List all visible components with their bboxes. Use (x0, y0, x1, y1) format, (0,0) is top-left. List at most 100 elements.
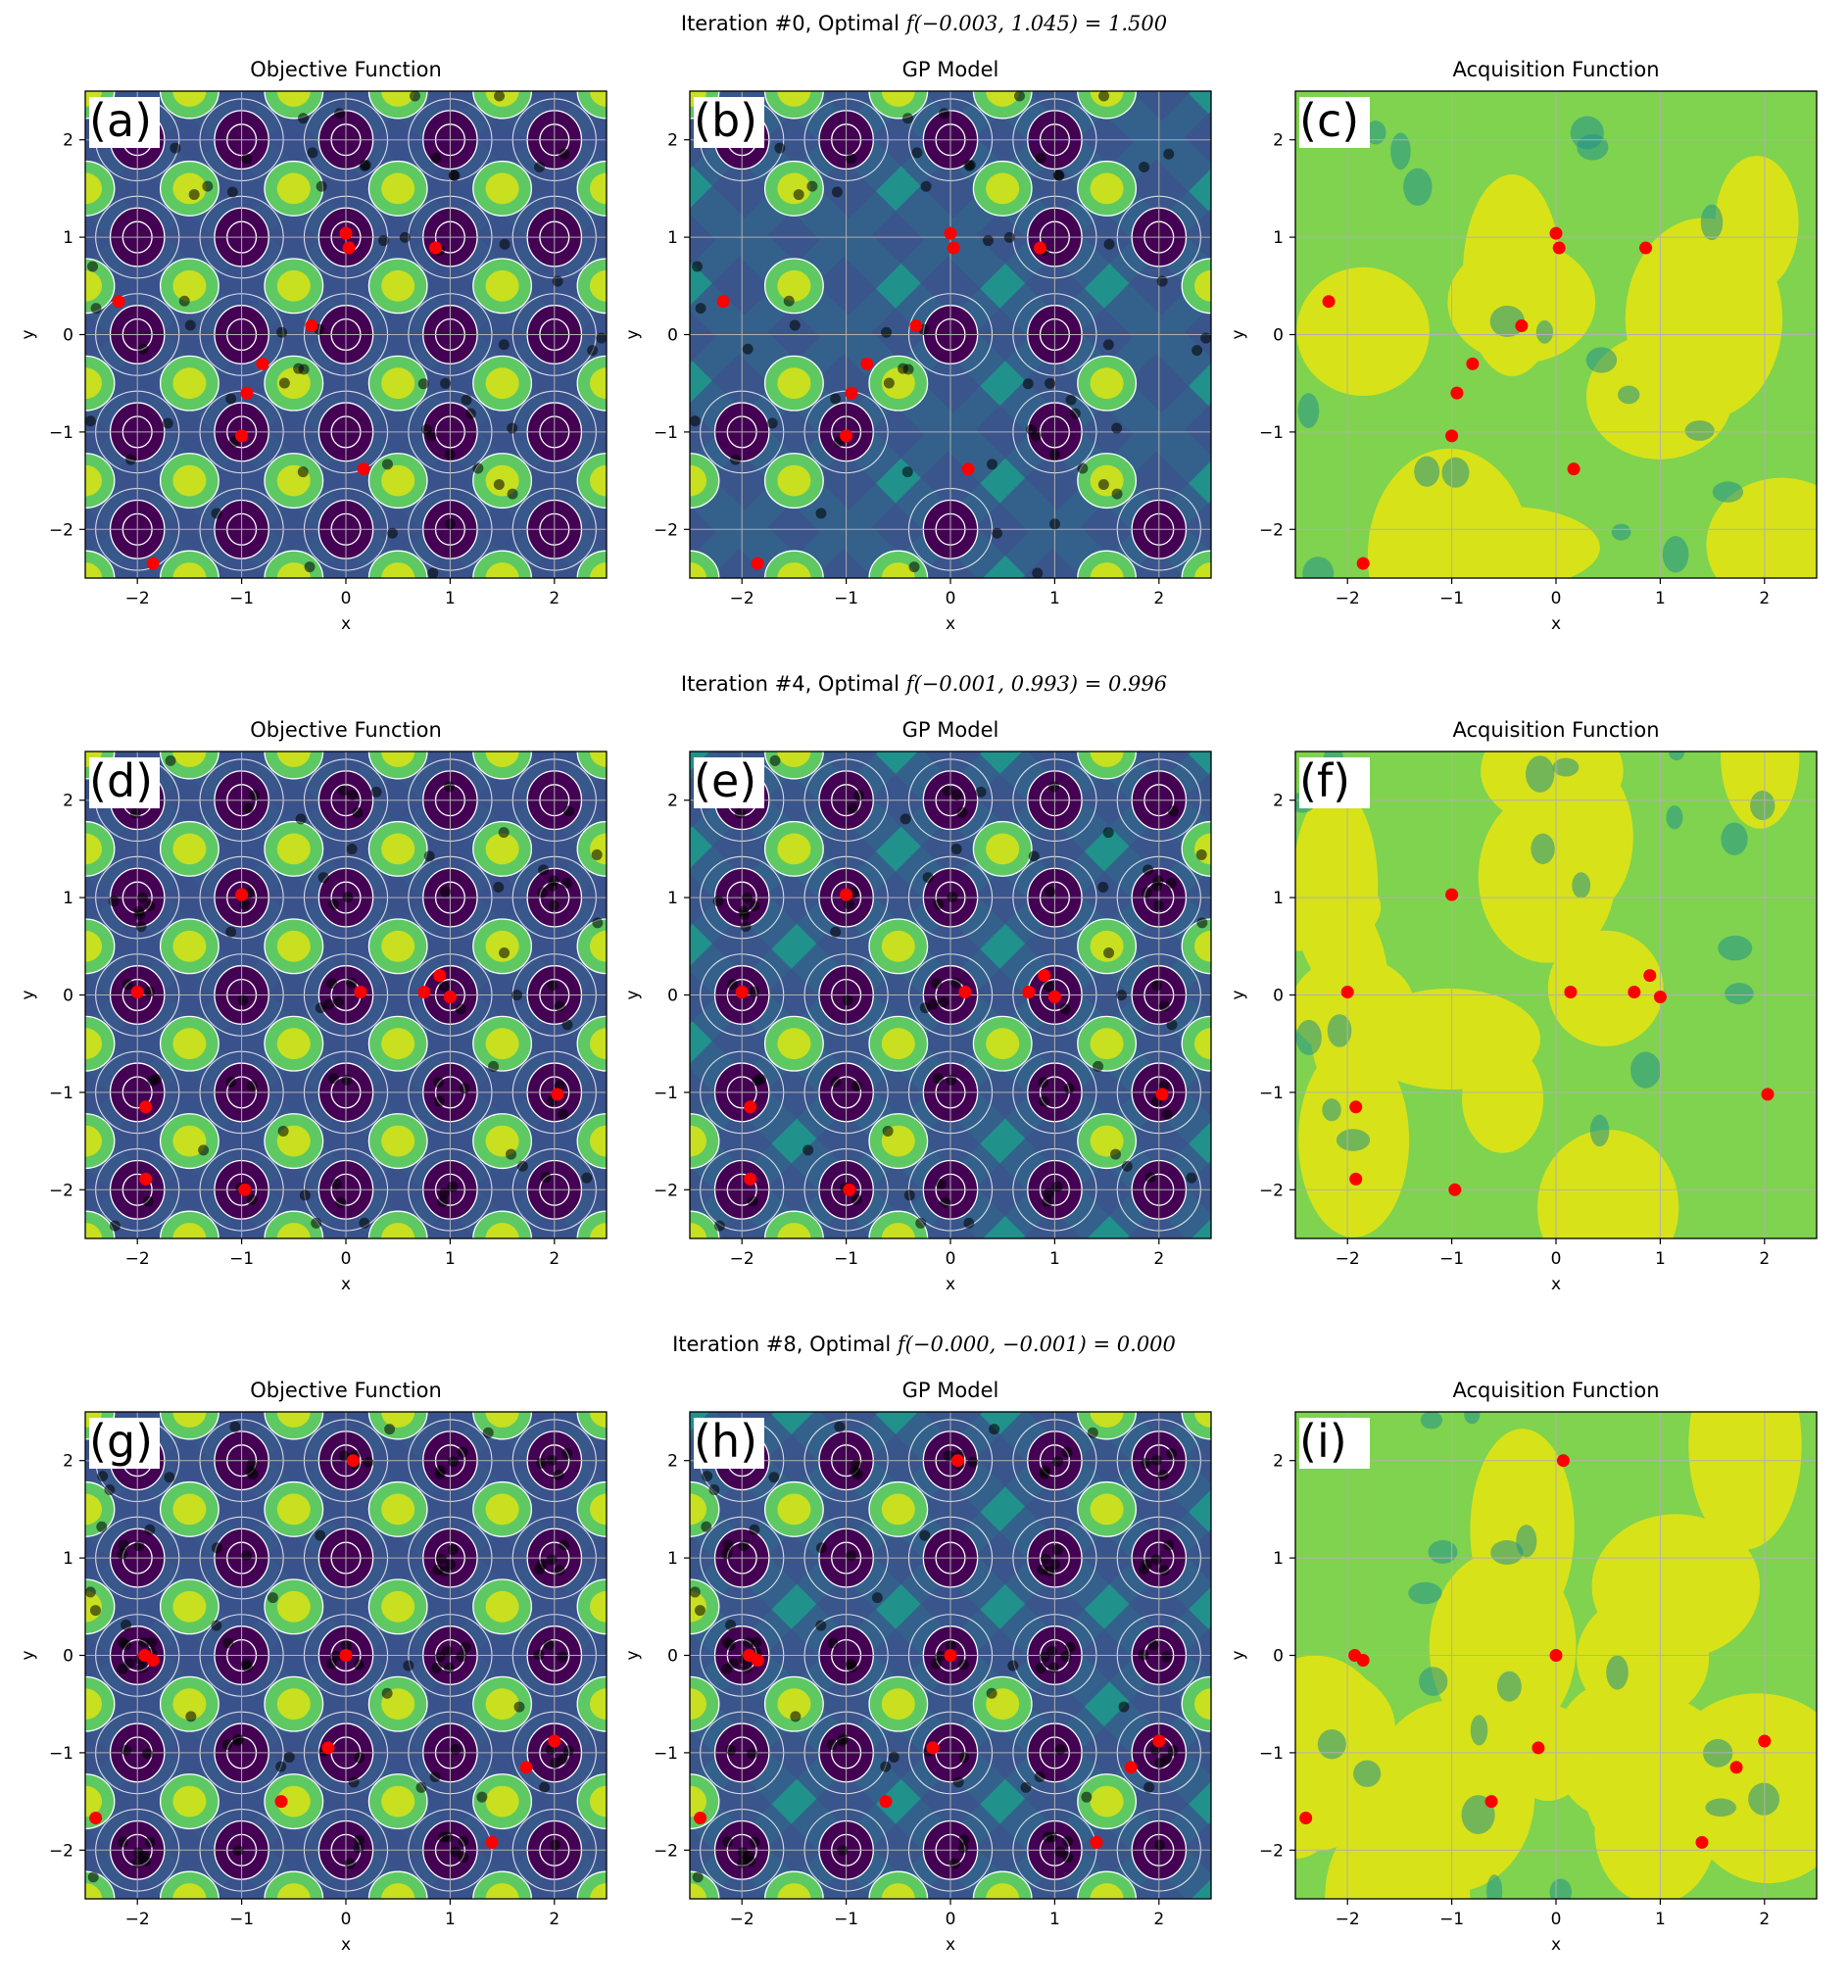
sample-point (144, 986, 156, 997)
sample-point (144, 1524, 156, 1535)
iteration-title-prefix: Iteration #0, Optimal (680, 12, 906, 35)
contour-peak-core (1193, 562, 1211, 578)
contour-line (264, 752, 324, 780)
panel-letter-box (1299, 97, 1370, 148)
sample-point (221, 1739, 233, 1751)
x-tick-label: −1 (1439, 1249, 1464, 1269)
sample-point (560, 877, 572, 889)
sample-point (837, 1845, 849, 1857)
sample-point (741, 1662, 753, 1673)
sample-point (1152, 875, 1164, 887)
contour-peak-core (589, 930, 607, 962)
acq-low-spot (1419, 1667, 1448, 1696)
batch-point (1124, 1761, 1138, 1774)
batch-point (1549, 226, 1563, 240)
contour-peak-core (777, 833, 811, 865)
contour-peak-core (1090, 1883, 1124, 1899)
contour-line (264, 1773, 324, 1830)
y-axis-label: y (19, 990, 38, 999)
y-tick-label: 1 (63, 228, 73, 248)
contour-line (159, 1412, 219, 1440)
contour-line (576, 1113, 607, 1170)
sample-point (789, 319, 801, 331)
batch-point (443, 990, 457, 1003)
contour-peak-core (1090, 1493, 1124, 1526)
sample-point (241, 1549, 253, 1561)
y-tick-label: −2 (1259, 1841, 1284, 1861)
plot-area: −2 −2 −1 −1 0 0 1 1 2 2 x y (e) (623, 751, 1212, 1294)
contour-peak-core (381, 1493, 415, 1526)
contour-peak-core (85, 269, 103, 302)
sample-point (232, 1845, 244, 1857)
contour-line (264, 1015, 324, 1072)
sample-point (943, 1450, 954, 1462)
sample-point (96, 1521, 108, 1532)
sample-point (283, 1751, 295, 1763)
contour-line (576, 1578, 607, 1635)
sample-point (552, 275, 563, 287)
sample-point (1158, 1565, 1170, 1576)
sample-point (498, 339, 510, 351)
contour-line (159, 453, 219, 509)
contour-peak-core (276, 1493, 311, 1526)
contour-peak-core (1090, 752, 1124, 767)
sample-point (1064, 1641, 1076, 1653)
x-axis-label: x (341, 1275, 351, 1294)
sample-point (783, 295, 795, 307)
contour-line (576, 1675, 607, 1732)
sample-point (140, 1855, 152, 1867)
sample-point (344, 1858, 356, 1869)
batch-point (146, 557, 160, 570)
sample-point (476, 1791, 488, 1803)
sample-point (450, 1744, 462, 1756)
sample-point (562, 1745, 574, 1757)
x-tick-label: 0 (341, 589, 352, 608)
contour-line (85, 1113, 116, 1170)
batch-point (1515, 319, 1529, 333)
sample-point (1060, 1651, 1072, 1663)
sample-point (1191, 345, 1203, 357)
sample-point (433, 1095, 445, 1107)
contour-peak-core (485, 172, 519, 205)
contour-line (868, 550, 929, 578)
sample-point (543, 1639, 555, 1651)
contour-line (868, 355, 929, 412)
sample-point (831, 186, 843, 198)
x-tick-label: 1 (1655, 1910, 1666, 1929)
panel-letter-box (1299, 1418, 1370, 1469)
contour-peak-core (881, 1223, 915, 1238)
contour-peak-core (172, 172, 207, 205)
contour-line (264, 355, 324, 412)
sample-point (347, 789, 359, 800)
panel-letter-box (89, 757, 160, 808)
sample-point (516, 1160, 528, 1172)
contour-peak-core (276, 1883, 311, 1899)
plot-area: −2 −2 −1 −1 0 0 1 1 2 2 x y (g) (19, 1411, 608, 1955)
acq-low-spot (1721, 822, 1748, 855)
contour-line (264, 820, 324, 877)
contour-peak-core (172, 1883, 207, 1899)
panel-title: GP Model (901, 58, 999, 81)
y-axis-label: y (19, 1650, 38, 1660)
sample-point (472, 462, 484, 474)
sample-point (1150, 1554, 1162, 1566)
acq-region (1462, 174, 1562, 376)
iteration-title: Iteration #0, Optimal f(−0.003, 1.045) =… (0, 12, 1848, 35)
contour-peak-core (172, 752, 207, 767)
batch-point (429, 241, 443, 255)
contour-peak-core (172, 833, 207, 865)
sample-point (348, 1776, 360, 1788)
y-tick-label: −1 (49, 1084, 73, 1103)
contour-line (690, 1480, 720, 1537)
contour-peak-core (85, 930, 103, 962)
contour-line (85, 258, 116, 315)
contour-line (868, 91, 929, 120)
contour-line (264, 1870, 324, 1899)
contour-peak-core (172, 1688, 207, 1721)
contour-line (472, 1412, 533, 1440)
sample-point (950, 844, 962, 855)
sample-point (90, 303, 102, 315)
x-tick-label: −1 (1439, 589, 1464, 608)
contour-line (1077, 752, 1138, 780)
contour-peak-core (276, 367, 311, 400)
